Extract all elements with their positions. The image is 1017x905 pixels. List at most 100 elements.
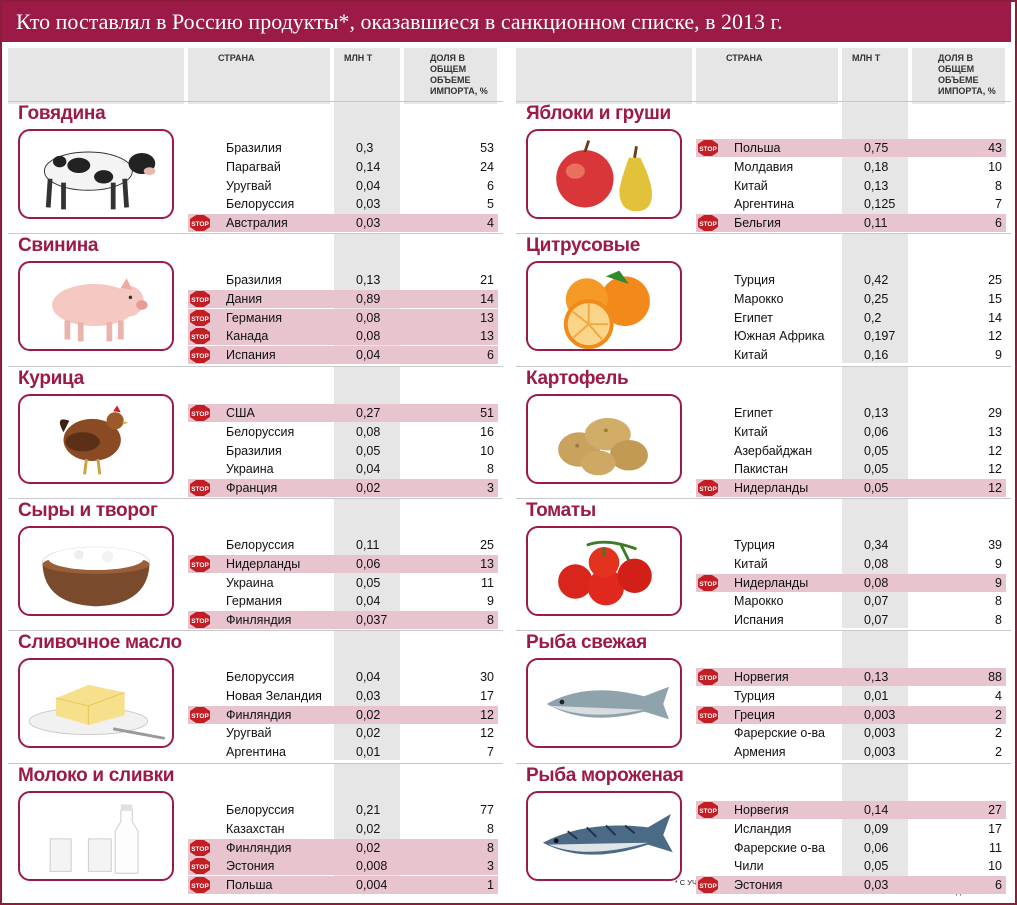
country-name: Испания bbox=[226, 348, 276, 363]
mln-tons-value: 0,08 bbox=[356, 424, 381, 439]
section-divider bbox=[516, 763, 1011, 764]
stop-sign-icon: STOP bbox=[698, 574, 718, 591]
mln-tons-value: 0,07 bbox=[864, 613, 889, 628]
stop-sign-icon: STOP bbox=[698, 877, 718, 894]
country-name: Германия bbox=[226, 310, 283, 325]
svg-text:STOP: STOP bbox=[191, 221, 209, 228]
header-share: ДОЛЯ В ОБЩЕМ ОБЪЕМЕ ИМПОРТА, % bbox=[912, 48, 1005, 104]
country-name: Польша bbox=[734, 141, 781, 155]
country-name: Исландия bbox=[734, 821, 792, 836]
page-title: Кто поставлял в Россию продукты*, оказав… bbox=[2, 2, 1011, 42]
mln-tons-value: 0,037 bbox=[356, 613, 388, 628]
svg-text:STOP: STOP bbox=[699, 713, 717, 720]
mln-tons-value: 0,42 bbox=[864, 273, 889, 287]
section-divider bbox=[516, 233, 1011, 234]
section-divider bbox=[8, 366, 503, 367]
import-share-value: 8 bbox=[995, 594, 1002, 609]
mln-tons-value: 0,04 bbox=[356, 178, 381, 193]
country-name: Финляндия bbox=[226, 613, 292, 628]
product-section: Рыба свежая STOP Норвегия 0,13 88 Турция 0,01 4… bbox=[516, 630, 1011, 760]
country-name: Австралия bbox=[226, 216, 288, 231]
import-share-value: 8 bbox=[487, 462, 494, 477]
mackerel-fish-icon bbox=[526, 791, 682, 881]
import-share-value: 2 bbox=[995, 745, 1002, 760]
table-row: Фарерские о-ва 0,06 11 bbox=[696, 839, 1006, 857]
import-share-value: 8 bbox=[487, 821, 494, 836]
country-name: Китай bbox=[734, 178, 768, 193]
table-row: Египет 0,2 14 bbox=[696, 309, 1006, 327]
country-name: Белоруссия bbox=[226, 424, 295, 439]
country-name: Аргентина bbox=[734, 197, 794, 212]
svg-text:STOP: STOP bbox=[191, 864, 209, 871]
table-row: Турция 0,42 25 bbox=[696, 271, 1006, 289]
product-section: Картофель Египет 0,13 29 Китай 0,06 13 Азербайд… bbox=[516, 366, 1011, 498]
svg-text:STOP: STOP bbox=[699, 486, 717, 493]
country-name: Молдавия bbox=[734, 159, 794, 174]
table-row: Китай 0,16 9 bbox=[696, 346, 1006, 364]
potato-icon bbox=[526, 394, 682, 484]
section-title: Курица bbox=[18, 368, 84, 389]
table-row: STOP Норвегия 0,14 27 bbox=[696, 801, 1006, 819]
section-divider bbox=[8, 233, 503, 234]
mln-tons-value: 0,01 bbox=[864, 688, 889, 703]
mln-tons-value: 0,05 bbox=[864, 443, 889, 458]
product-section: Сливочное масло Белоруссия 0,04 30 Новая Зел… bbox=[8, 630, 503, 760]
table-row: STOP Польша 0,75 43 bbox=[696, 139, 1006, 157]
apple-pear-icon bbox=[526, 129, 682, 219]
import-share-value: 4 bbox=[995, 688, 1002, 703]
table-row: STOP Испания 0,04 6 bbox=[188, 346, 498, 365]
import-share-value: 7 bbox=[995, 197, 1002, 212]
table-row: STOP Нидерланды 0,08 9 bbox=[696, 573, 1006, 592]
table-row: STOP Финляндия 0,037 8 bbox=[188, 611, 498, 630]
svg-text:STOP: STOP bbox=[191, 562, 209, 569]
table-row: Южная Африка 0,197 12 bbox=[696, 327, 1006, 345]
stop-sign-icon: STOP bbox=[190, 877, 210, 894]
country-name: Нидерланды bbox=[734, 575, 809, 590]
import-share-value: 6 bbox=[995, 216, 1002, 231]
table-row: STOP Канада 0,08 13 bbox=[188, 327, 498, 346]
import-share-value: 53 bbox=[480, 141, 494, 155]
table-row: STOP Норвегия 0,13 88 bbox=[696, 668, 1006, 686]
country-name: Эстония bbox=[734, 878, 783, 893]
mln-column-shade bbox=[842, 499, 908, 628]
table-row: Аргентина 0,01 7 bbox=[188, 743, 498, 761]
svg-text:STOP: STOP bbox=[191, 353, 209, 360]
country-name: Турция bbox=[734, 273, 775, 287]
section-divider bbox=[516, 366, 1011, 367]
import-share-value: 29 bbox=[988, 406, 1002, 420]
import-share-value: 77 bbox=[480, 803, 494, 817]
country-name: Южная Африка bbox=[734, 329, 825, 344]
mln-column-shade bbox=[334, 631, 400, 760]
mln-tons-value: 0,13 bbox=[864, 670, 889, 684]
mln-tons-value: 0,06 bbox=[864, 424, 889, 439]
country-name: Украина bbox=[226, 462, 274, 477]
section-divider bbox=[8, 498, 503, 499]
table-row: STOP Финляндия 0,02 8 bbox=[188, 838, 498, 857]
table-row: Белоруссия 0,08 16 bbox=[188, 423, 498, 441]
mln-tons-value: 0,75 bbox=[864, 141, 889, 155]
header-blank bbox=[516, 48, 692, 104]
country-name: Армения bbox=[734, 745, 786, 760]
mln-tons-value: 0,08 bbox=[356, 310, 381, 325]
import-share-value: 7 bbox=[487, 745, 494, 760]
svg-text:STOP: STOP bbox=[191, 618, 209, 625]
header-country: СТРАНА bbox=[696, 48, 838, 104]
mln-tons-value: 0,02 bbox=[356, 821, 381, 836]
table-row: Уругвай 0,02 12 bbox=[188, 724, 498, 742]
mln-tons-value: 0,27 bbox=[356, 406, 381, 420]
import-share-value: 15 bbox=[988, 291, 1002, 306]
svg-text:STOP: STOP bbox=[191, 883, 209, 890]
country-name: Канада bbox=[226, 329, 269, 344]
country-name: Египет bbox=[734, 406, 773, 420]
stop-sign-icon: STOP bbox=[698, 215, 718, 232]
table-row: STOP Греция 0,003 2 bbox=[696, 705, 1006, 724]
mln-tons-value: 0,003 bbox=[864, 726, 896, 741]
table-row: Китай 0,06 13 bbox=[696, 423, 1006, 441]
country-name: Уругвай bbox=[226, 178, 272, 193]
import-share-value: 12 bbox=[988, 462, 1002, 477]
orange-citrus-icon bbox=[526, 261, 682, 351]
milk-bottle-icon bbox=[18, 791, 174, 881]
table-row: Новая Зеландия 0,03 17 bbox=[188, 687, 498, 705]
table-row: Украина 0,04 8 bbox=[188, 460, 498, 478]
table-row: Парагвай 0,14 24 bbox=[188, 158, 498, 176]
